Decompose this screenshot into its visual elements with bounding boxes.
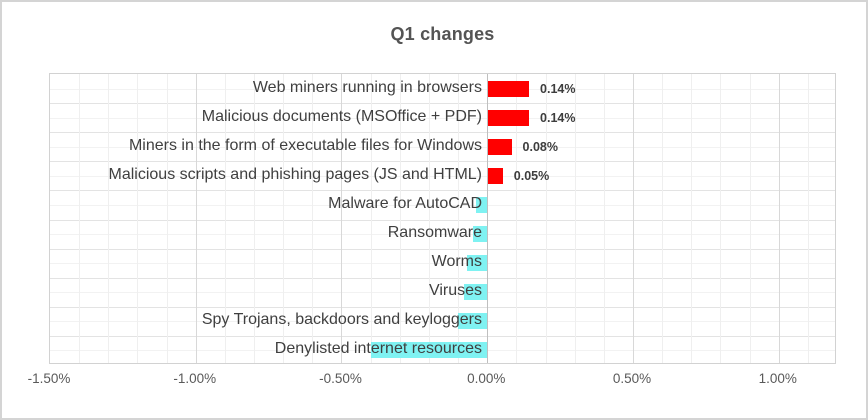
gridline-v — [79, 74, 81, 363]
gridline-v — [574, 74, 576, 363]
bar — [488, 167, 503, 184]
gridline-v — [224, 74, 226, 363]
gridline-h — [50, 132, 835, 134]
gridline-v — [399, 74, 401, 363]
gridline-h — [50, 321, 835, 323]
x-tick-label: -1.00% — [173, 371, 217, 386]
gridline-h — [50, 335, 835, 337]
gridline-v — [691, 74, 693, 363]
bar — [475, 196, 488, 213]
x-tick-label: 0.00% — [467, 371, 506, 386]
zero-axis-line — [487, 74, 489, 363]
x-tick-label: -0.50% — [319, 371, 362, 386]
x-tick-label: -1.50% — [27, 371, 71, 386]
bar — [466, 255, 488, 272]
gridline-v — [341, 74, 343, 363]
gridline-h — [50, 190, 835, 192]
gridline-h — [50, 103, 835, 105]
gridline-h — [50, 117, 835, 119]
gridline-v — [166, 74, 168, 363]
bar — [463, 284, 488, 301]
gridline-v — [108, 74, 110, 363]
x-tick-label: 1.00% — [758, 371, 797, 386]
bar — [488, 80, 530, 97]
gridline-v — [458, 74, 460, 363]
gridline-h — [50, 234, 835, 236]
x-axis: -1.50% -1.00% -0.50% 0.00% 0.50% 1.00% — [2, 371, 866, 391]
gridline-v — [516, 74, 518, 363]
plot-area: 0.14% 0.14% 0.08% 0.05% — [49, 73, 836, 364]
chart-title: Q1 changes — [390, 24, 495, 44]
gridline-v — [632, 74, 634, 363]
gridline-v — [312, 74, 314, 363]
gridline-v — [195, 74, 197, 363]
gridline-v — [662, 74, 664, 363]
gridline-h — [50, 161, 835, 163]
gridline-v — [137, 74, 139, 363]
gridline-h — [50, 175, 835, 177]
gridline-h — [50, 263, 835, 265]
bar-value-label: 0.14% — [540, 111, 576, 126]
gridline-v — [545, 74, 547, 363]
gridline-h — [50, 146, 835, 148]
x-tick-label: 0.50% — [612, 371, 652, 386]
gridline-v — [720, 74, 722, 363]
gridline-h — [50, 88, 835, 90]
gridline-h — [50, 248, 835, 250]
bar — [488, 138, 512, 155]
gridline-v — [283, 74, 285, 363]
bar — [370, 342, 488, 359]
gridline-h — [50, 204, 835, 206]
gridline-h — [50, 277, 835, 279]
bar — [488, 109, 530, 126]
gridline-v — [603, 74, 605, 363]
gridline-v — [254, 74, 256, 363]
gridline-v — [428, 74, 430, 363]
bar-value-label: 0.05% — [513, 169, 550, 184]
bar — [472, 226, 488, 243]
gridline-h — [50, 306, 835, 308]
gridline-v — [749, 74, 751, 363]
gridline-v — [778, 74, 780, 363]
gridline-h — [50, 219, 835, 221]
bar — [458, 313, 488, 330]
gridline-v — [807, 74, 809, 363]
bar-value-label: 0.08% — [522, 140, 558, 155]
bar-value-label: 0.14% — [540, 82, 576, 97]
gridline-v — [370, 74, 372, 363]
gridline-h — [50, 292, 835, 294]
